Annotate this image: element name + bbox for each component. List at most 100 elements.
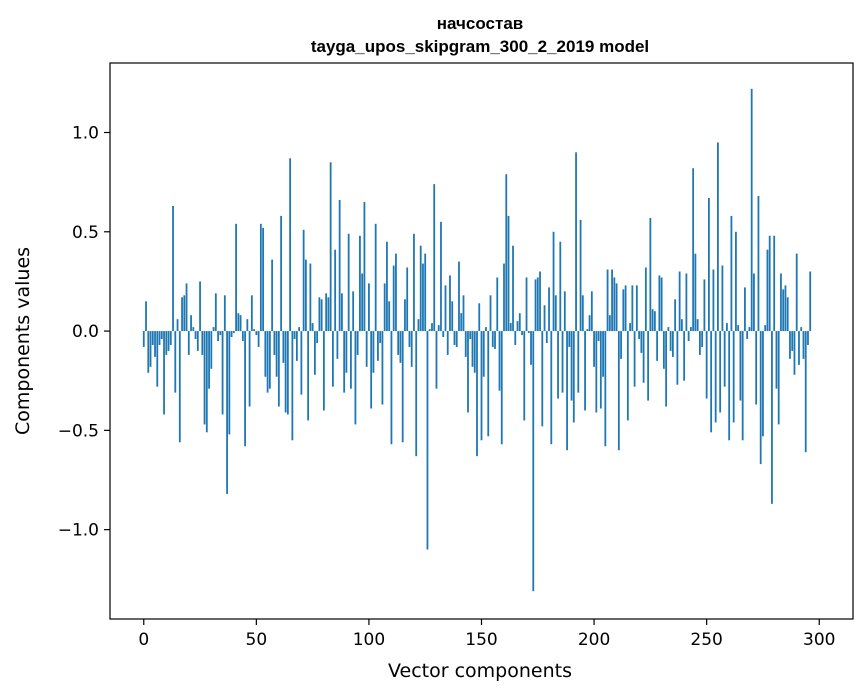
bar-19 [185, 283, 188, 332]
bar-118 [408, 331, 411, 347]
y-axis-label: Components values [12, 247, 34, 435]
bar-62 [282, 331, 285, 363]
bar-250 [705, 331, 708, 399]
bar-181 [550, 331, 553, 445]
bar-224 [647, 331, 650, 401]
bar-51 [257, 331, 260, 347]
x-axis-label: Vector components [388, 660, 572, 682]
bar-234 [669, 331, 672, 351]
bar-206 [606, 269, 609, 332]
bar-237 [676, 331, 679, 385]
bar-121 [415, 331, 418, 457]
bar-109 [388, 301, 391, 332]
bar-146 [471, 331, 474, 367]
bar-43 [239, 315, 242, 332]
bar-76 [313, 331, 316, 375]
bar-202 [597, 331, 600, 341]
bar-194 [579, 219, 582, 332]
bar-124 [422, 263, 424, 332]
bar-175 [536, 277, 539, 332]
bar-36 [223, 295, 226, 332]
bar-54 [264, 331, 267, 377]
bar-156 [494, 331, 496, 349]
bar-157 [496, 277, 499, 332]
bar-20 [187, 331, 190, 355]
bar-95 [356, 331, 359, 355]
bar-240 [683, 331, 686, 381]
bar-152 [485, 327, 487, 332]
bar-3 [149, 331, 152, 367]
bar-130 [435, 331, 438, 389]
bar-55 [266, 331, 269, 393]
bar-97 [361, 273, 364, 332]
bar-129 [433, 184, 436, 332]
bar-149 [478, 303, 481, 332]
bar-16 [178, 331, 181, 443]
bar-268 [746, 331, 749, 340]
bar-162 [507, 215, 510, 332]
bar-195 [581, 295, 584, 332]
bar-127 [428, 329, 431, 332]
bar-221 [640, 331, 643, 353]
bar-147 [473, 331, 476, 373]
bar-285 [784, 285, 787, 332]
bar-120 [413, 233, 415, 332]
bar-280 [773, 235, 776, 332]
bar-256 [719, 331, 722, 413]
bar-190 [570, 331, 573, 401]
bar-140 [458, 261, 460, 332]
bar-64 [286, 331, 289, 415]
bar-32 [214, 293, 217, 332]
bar-1 [145, 301, 147, 332]
bar-series [142, 88, 812, 592]
bar-235 [671, 331, 674, 357]
bar-249 [703, 279, 706, 332]
bar-161 [505, 174, 508, 332]
bar-123 [419, 245, 422, 332]
bar-183 [554, 295, 557, 332]
y-tick-label: 1.0 [72, 124, 99, 144]
bar-47 [248, 331, 251, 407]
bar-108 [386, 241, 388, 332]
bar-40 [232, 331, 235, 334]
bar-171 [527, 331, 530, 334]
bar-228 [656, 331, 659, 361]
bar-292 [800, 327, 803, 332]
bar-294 [804, 331, 807, 453]
bar-59 [275, 331, 278, 377]
bar-253 [712, 269, 715, 332]
bar-8 [160, 331, 163, 340]
bar-266 [741, 331, 744, 441]
bar-74 [309, 263, 312, 332]
bar-207 [608, 315, 611, 332]
bar-258 [723, 331, 726, 387]
bar-198 [588, 315, 591, 332]
bar-84 [332, 331, 334, 387]
bar-222 [642, 331, 645, 383]
bar-267 [744, 287, 746, 332]
bar-272 [755, 331, 758, 405]
bar-9 [163, 331, 165, 415]
bar-196 [584, 331, 586, 411]
bar-210 [615, 283, 618, 332]
bar-211 [617, 331, 620, 451]
bar-150 [480, 331, 483, 441]
bar-165 [514, 331, 517, 345]
bar-199 [590, 291, 593, 332]
bar-192 [575, 152, 577, 332]
bar-80 [322, 331, 325, 411]
bar-148 [476, 331, 478, 457]
bar-42 [237, 313, 240, 332]
bar-177 [541, 331, 544, 427]
bar-21 [190, 315, 192, 332]
bar-203 [599, 331, 602, 409]
bar-243 [689, 327, 692, 332]
bar-164 [512, 245, 514, 332]
bar-178 [543, 305, 546, 332]
y-tick-label: 0.5 [72, 223, 99, 243]
bar-71 [302, 229, 305, 332]
bar-49 [253, 329, 255, 332]
bar-89 [343, 331, 346, 393]
bar-6 [156, 331, 159, 387]
bar-160 [503, 263, 505, 332]
